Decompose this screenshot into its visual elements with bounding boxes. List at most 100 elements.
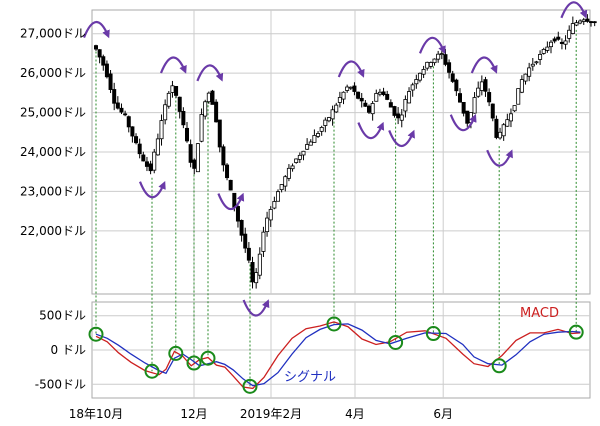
candle [130,126,135,137]
candle [465,110,470,124]
candle [115,102,120,109]
candle [268,209,273,221]
candle [359,97,364,102]
crossover-marker [491,358,507,374]
candle [457,93,462,103]
crossover-marker [144,363,160,379]
candle [141,154,146,162]
candle [188,144,193,163]
candle [228,179,233,191]
peak-arrow [560,1,588,19]
candle [352,85,357,92]
candlestick-series [94,14,597,289]
candle [534,61,539,64]
trough-arrow [486,149,513,167]
x-tick-label: 4月 [345,407,365,421]
candle [549,41,554,48]
peak-arrow [196,64,224,82]
candle [152,151,157,171]
trough-arrow [449,113,477,132]
candle [370,103,375,115]
candle [403,99,408,112]
candle [348,86,353,89]
turn-arrows [82,1,588,317]
candle [265,217,270,233]
candle [192,159,197,169]
candle [308,141,313,146]
candle [414,79,419,85]
candle [443,54,448,65]
candle [137,143,142,155]
candle [283,176,288,187]
peak-arrow [337,60,365,78]
crossover-marker [326,316,342,332]
candle [432,58,437,64]
legend-macd: MACD [520,306,559,321]
candle [439,53,444,56]
candle [523,73,528,82]
candle [290,165,295,170]
candle [356,91,361,99]
x-tick-label: 18年10月 [69,407,124,421]
candle [545,46,550,51]
candle [556,36,561,40]
candle [214,101,219,123]
candle [516,88,521,105]
y-tick-labels: 27,000ドル 26,000ドル 25,000ドル 24,000ドル 23,000ドル… [20,27,86,392]
trough-arrow [242,299,270,317]
candle [392,106,397,116]
peak-arrow [418,36,446,55]
trough-arrow [388,129,415,148]
candle [527,67,532,77]
candle [396,113,401,119]
candle [232,192,237,208]
candle [134,136,139,144]
candle [312,135,317,143]
candle [374,93,379,102]
candle [119,107,124,113]
candle [148,163,153,172]
candle [530,63,535,67]
candle [195,143,200,173]
candle [381,91,386,96]
candle [101,56,106,66]
candle [377,91,382,95]
grid [91,9,591,399]
candle [326,117,331,122]
candle [243,233,248,249]
y-tick-label: 26,000ドル [20,66,86,80]
candle [94,45,99,50]
candle [155,138,160,156]
candle [257,253,262,276]
peak-arrow [470,56,498,74]
candle [388,102,393,108]
candle [305,144,310,150]
candle [581,19,586,22]
candle [144,161,149,167]
candle [399,114,404,121]
candle [505,119,510,127]
candle [428,62,433,67]
candle [250,262,255,283]
candle [490,103,495,119]
x-tick-labels: 18年10月 12月 2019年2月 4月 6月 [69,407,453,421]
candle [108,73,113,90]
candle [337,97,342,103]
candle [221,146,226,166]
connector-lines [95,29,577,387]
macd-y-tick-label: 0 ドル [51,343,86,357]
legend-signal: シグナル [284,370,336,385]
trough-arrow [138,180,166,199]
candle [385,93,390,100]
candle [279,184,284,191]
crossover-marker [425,326,441,342]
candle [97,49,102,58]
crossover-marker [200,350,216,366]
candle [254,272,259,284]
candle [567,29,572,39]
candle [272,201,277,209]
candle [177,96,182,112]
candle [239,219,244,236]
candle [508,113,513,122]
candle [345,86,350,91]
